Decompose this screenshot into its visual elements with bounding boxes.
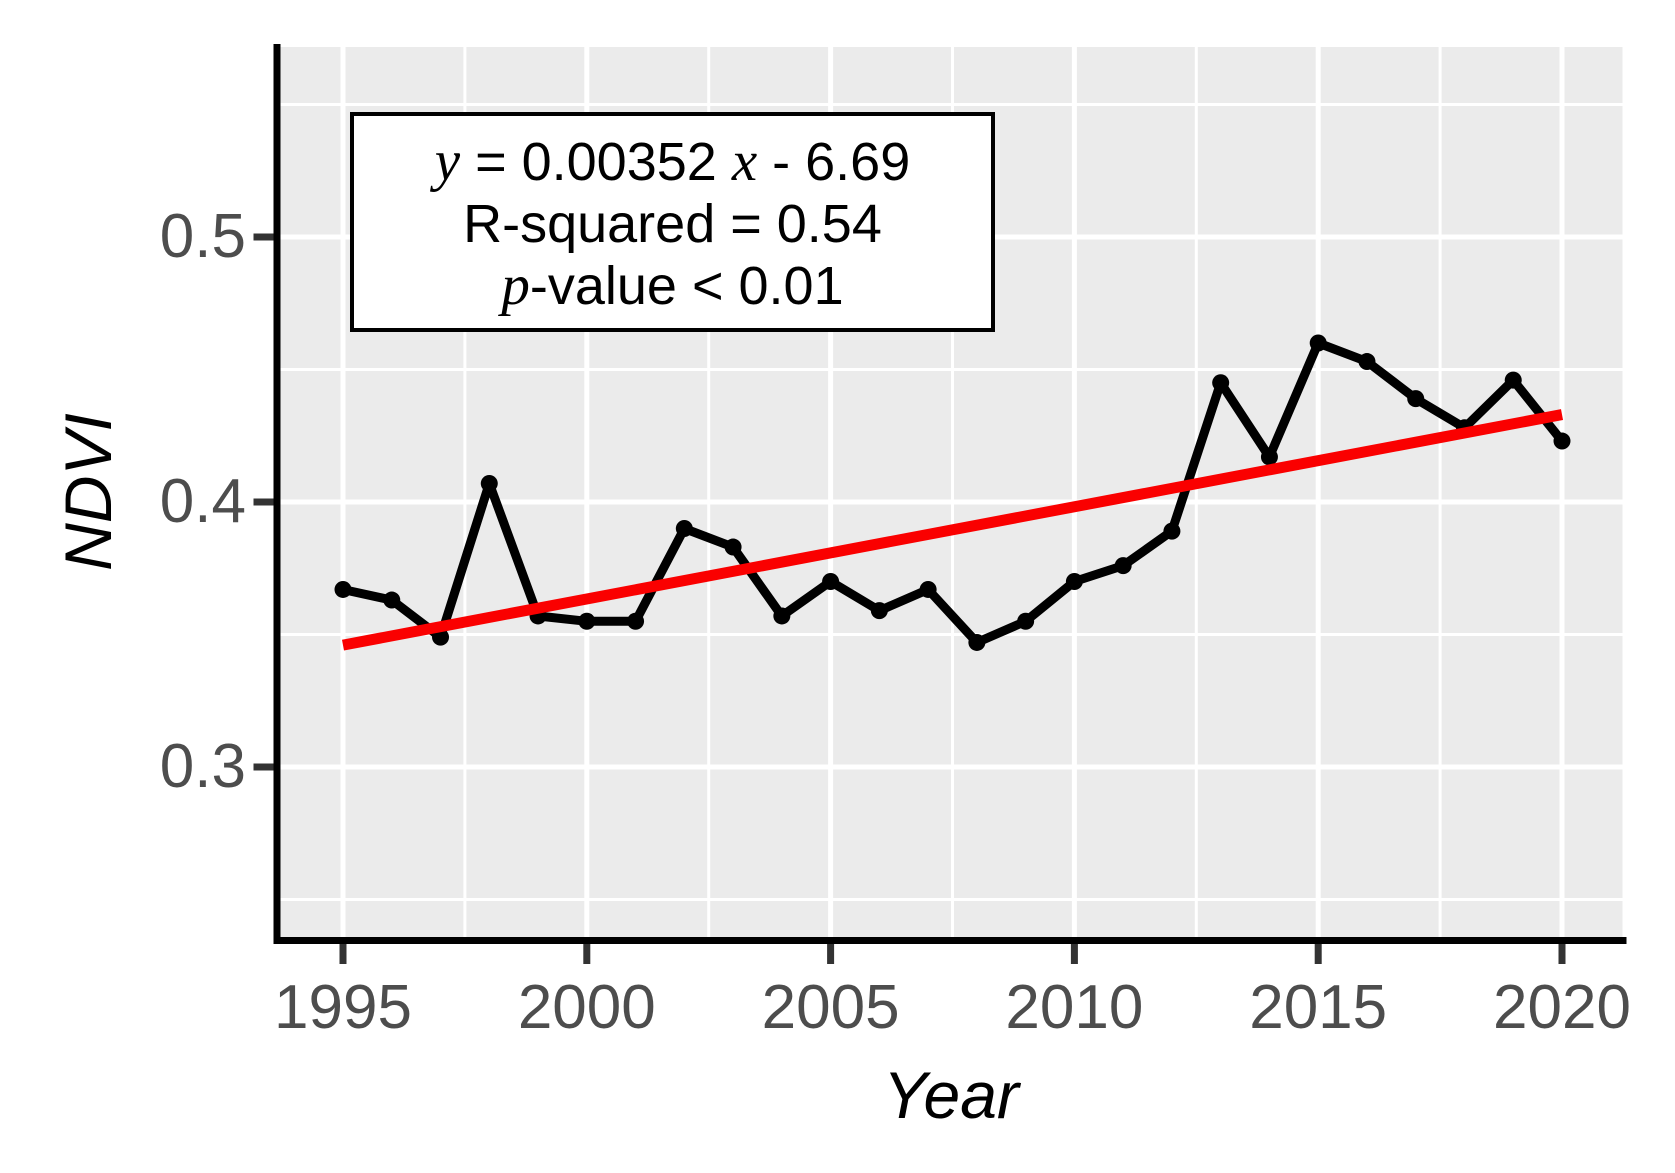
p-var: p [501, 254, 530, 317]
trend-line [341, 409, 1564, 651]
axis-lines [273, 44, 1627, 944]
ndvi-line-series [334, 334, 1571, 651]
p-tail: -value < 0.01 [529, 256, 844, 316]
x-axis-ticks [339, 944, 1566, 964]
x-tick-label: 2005 [761, 973, 900, 1042]
y-axis-ticks [253, 233, 274, 771]
y-axis-title: NDVI [51, 413, 125, 571]
p-value-text: p-value < 0.01 [354, 255, 991, 317]
equation-x-var: x [731, 130, 758, 193]
y-tick-label: 0.5 [159, 202, 246, 271]
x-tick-label: 2010 [1005, 973, 1144, 1042]
equation-y-var: y [434, 130, 461, 193]
y-tick-label: 0.3 [159, 732, 246, 801]
y-tick-label: 0.4 [159, 467, 246, 536]
regression-equation: y = 0.00352 x - 6.69 [354, 131, 991, 193]
x-tick-label: 2020 [1493, 973, 1631, 1042]
x-tick-label: 2015 [1249, 973, 1388, 1042]
r-squared-text: R-squared = 0.54 [463, 194, 882, 254]
x-tick-label: 2000 [517, 973, 656, 1042]
equation-tail: - 6.69 [757, 132, 911, 192]
x-axis-title: Year [883, 1058, 1019, 1132]
regression-annotation-box: y = 0.00352 x - 6.69 R-squared = 0.54 p-… [350, 112, 995, 332]
x-tick-label: 1995 [274, 973, 412, 1042]
equation-mid: = 0.00352 [460, 132, 732, 192]
